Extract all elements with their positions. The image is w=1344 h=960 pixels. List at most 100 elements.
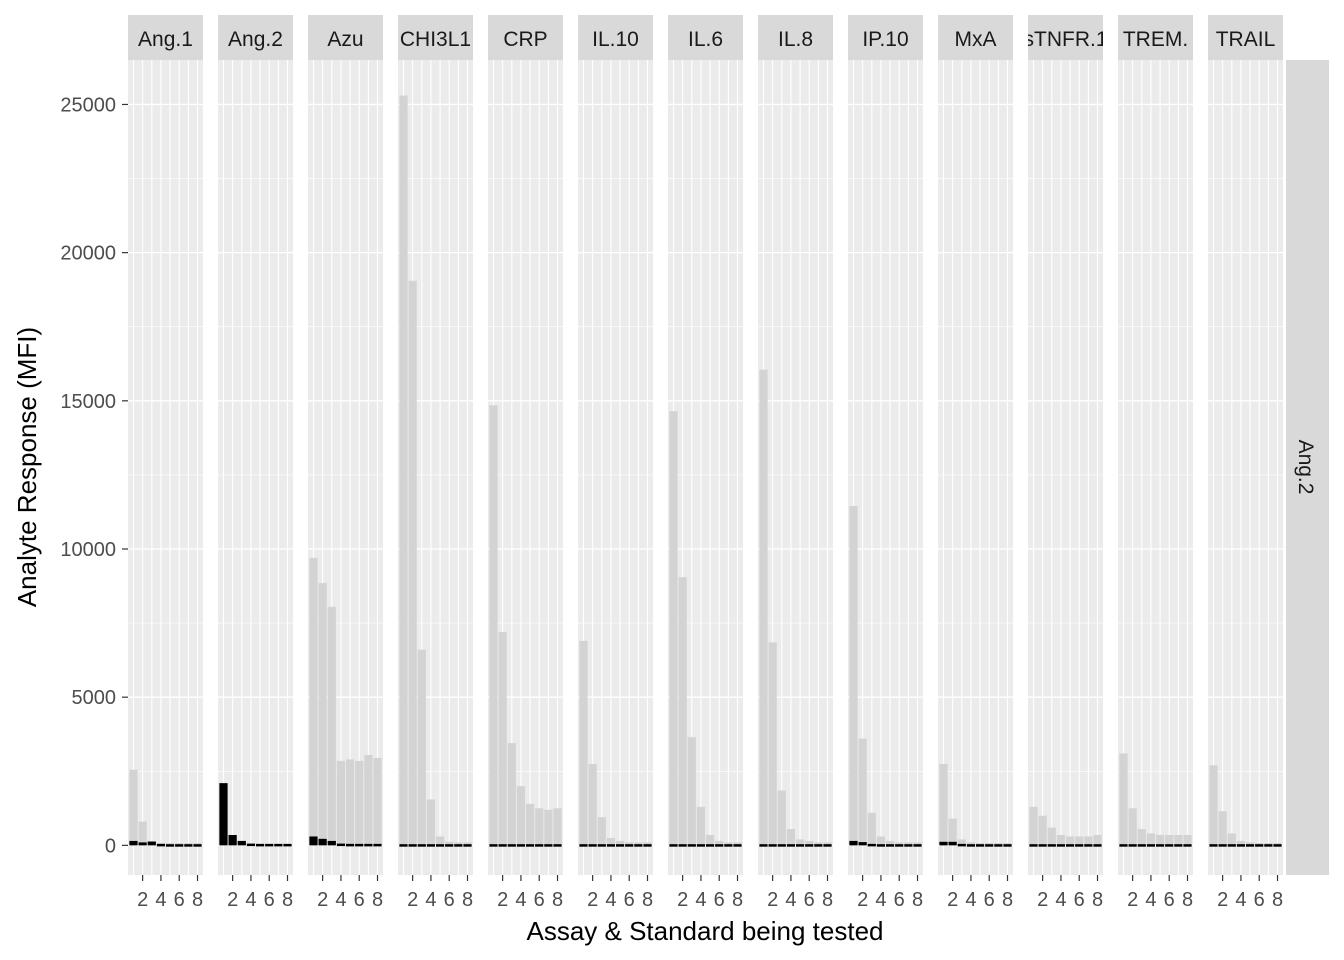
highlight-bar [283, 843, 292, 847]
strip-label: IP.10 [862, 28, 908, 51]
x-tick-label: 8 [462, 889, 473, 911]
highlight-bar [939, 841, 948, 846]
highlight-bar [1047, 844, 1056, 847]
x-tick-label: 8 [1092, 889, 1103, 911]
x-tick-label: 6 [624, 889, 635, 911]
highlight-bar [165, 844, 175, 847]
highlight-bar [625, 844, 634, 847]
highlight-bar [768, 844, 777, 847]
background-bar [895, 842, 904, 846]
background-bar [525, 803, 535, 846]
facet-panel-il-8: IL.8 2 4 6 8 [758, 15, 833, 911]
highlight-bar [265, 843, 274, 847]
background-bar [643, 842, 652, 846]
highlight-bar [435, 844, 445, 847]
highlight-bar [246, 843, 256, 847]
highlight-bar [1146, 844, 1156, 847]
background-bar [823, 842, 832, 846]
background-bar [1227, 833, 1236, 846]
highlight-bar [318, 838, 327, 846]
highlight-bar [156, 843, 166, 847]
background-bar [408, 280, 417, 846]
background-bar [1093, 834, 1102, 846]
highlight-bar [1075, 844, 1084, 847]
panel-background [128, 60, 203, 875]
background-bar [948, 818, 957, 846]
strip-background [758, 15, 833, 60]
highlight-bar [219, 783, 228, 846]
background-bar [445, 841, 454, 846]
highlight-bar [345, 843, 355, 847]
highlight-bar [1084, 844, 1093, 847]
highlight-bar [678, 844, 687, 847]
highlight-bar [1038, 844, 1047, 847]
highlight-bar [966, 844, 976, 847]
highlight-bar [237, 840, 246, 846]
panel-background [1118, 60, 1193, 875]
row-strip-label: Ang.2 [1294, 440, 1317, 495]
background-bar [786, 829, 796, 846]
highlight-bar [1236, 844, 1246, 847]
strip-background [218, 15, 293, 60]
background-bar [634, 842, 643, 846]
strip-label: TRAIL [1216, 28, 1276, 51]
background-bar [687, 737, 696, 846]
background-bar [849, 506, 858, 846]
x-tick-label: 6 [894, 889, 905, 911]
background-bar [373, 757, 382, 846]
x-tick-label: 6 [534, 889, 545, 911]
highlight-bar [1093, 844, 1102, 847]
background-bar [327, 606, 336, 846]
background-bar [795, 839, 805, 846]
background-bar [1209, 765, 1218, 846]
highlight-bar [733, 844, 742, 847]
highlight-bar [1165, 844, 1174, 847]
highlight-bar [426, 844, 436, 847]
highlight-bar [1245, 844, 1255, 847]
x-tick-label: 8 [732, 889, 743, 911]
x-tick-label: 4 [1145, 889, 1156, 911]
panel-background [218, 60, 293, 875]
highlight-bar [1218, 844, 1227, 847]
x-tick-label: 8 [1182, 889, 1193, 911]
highlight-bar [913, 844, 922, 847]
x-tick-label: 4 [155, 889, 166, 911]
highlight-bar [643, 844, 652, 847]
y-axis-title: Analyte Response (MFI) [12, 327, 42, 607]
y-tick-label: 0 [105, 835, 116, 857]
highlight-bar [417, 844, 426, 847]
highlight-bar [858, 842, 867, 846]
x-tick-label: 6 [804, 889, 815, 911]
x-tick-label: 6 [1164, 889, 1175, 911]
highlight-bar [1174, 844, 1183, 847]
background-bar [1218, 811, 1227, 846]
background-bar [724, 842, 733, 846]
strip-label: Ang.1 [138, 28, 193, 51]
background-bar [129, 769, 138, 846]
x-tick-label: 2 [857, 889, 868, 911]
highlight-bar [1183, 844, 1192, 847]
facet-panel-il-6: IL.6 2 4 6 8 [668, 15, 743, 911]
highlight-bar [147, 841, 156, 846]
x-tick-label: 2 [947, 889, 958, 911]
x-tick-label: 8 [552, 889, 563, 911]
highlight-bar [705, 844, 715, 847]
facet-panel-trem-1: TREM. 2 4 6 8 [1118, 15, 1193, 911]
strip-label: IL.6 [688, 28, 723, 51]
strip-background [488, 15, 563, 60]
x-tick-label: 4 [965, 889, 976, 911]
highlight-bar [1255, 844, 1264, 847]
strip-label: TREM. [1123, 28, 1188, 51]
background-bar [966, 842, 976, 846]
facet-panel-azu: Azu 2 4 6 8 [308, 15, 383, 911]
highlight-bar [1029, 844, 1038, 847]
facet-panel-mxa: MxA 2 4 6 8 [938, 15, 1013, 911]
x-tick-label: 4 [605, 889, 616, 911]
highlight-bar [498, 844, 507, 847]
background-bar [696, 806, 706, 846]
x-tick-label: 6 [264, 889, 275, 911]
x-tick-label: 2 [1037, 889, 1048, 911]
highlight-bar [1056, 844, 1066, 847]
highlight-bar [715, 844, 724, 847]
